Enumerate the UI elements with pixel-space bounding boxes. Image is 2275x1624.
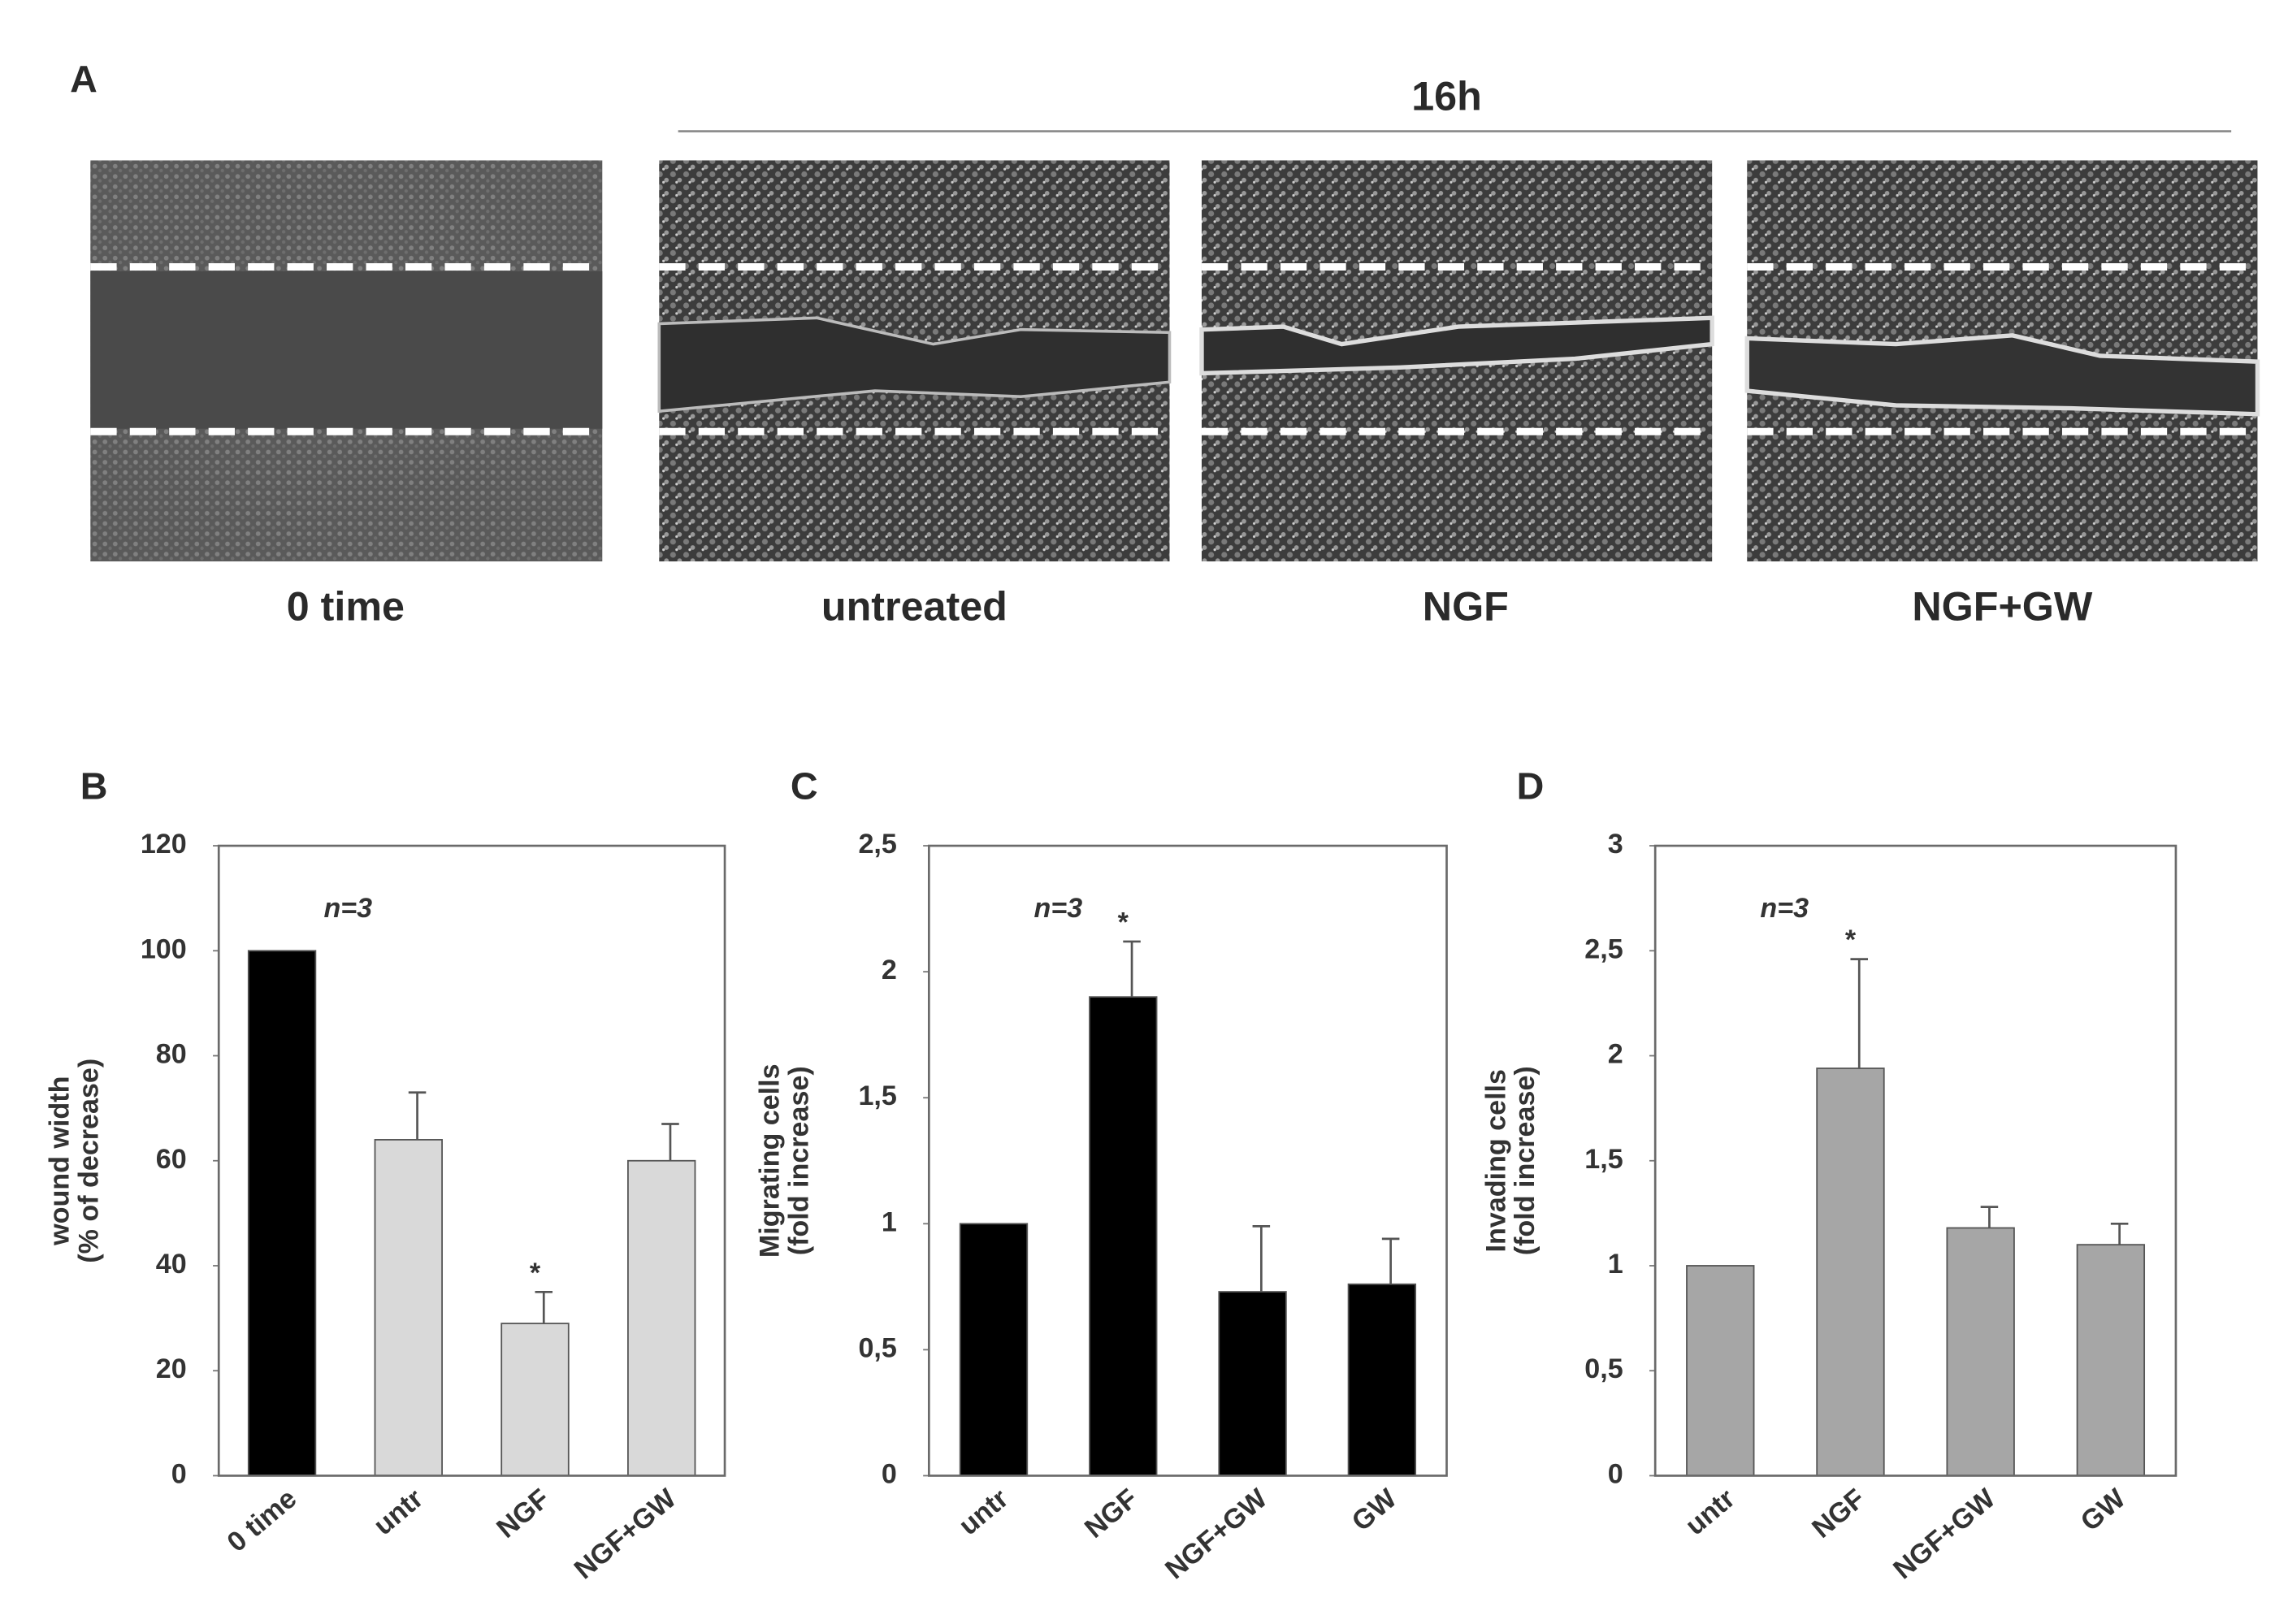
y-tick-label: 20	[156, 1353, 187, 1384]
bar	[1089, 996, 1158, 1477]
y-tick-label: 120	[141, 829, 187, 860]
bar	[1347, 1283, 1417, 1477]
bar	[1946, 1227, 2015, 1477]
x-tick-label: untr	[953, 1483, 1014, 1542]
y-tick-label: 0	[171, 1458, 187, 1489]
y-tick-label: 1	[1608, 1249, 1623, 1280]
y-axis-title: wound width	[44, 1076, 75, 1246]
y-tick-label: 0,5	[1584, 1353, 1623, 1384]
x-tick-label: NGF	[1806, 1483, 1871, 1544]
annotation: n=3	[1034, 893, 1083, 924]
y-tick-label: 2	[882, 955, 897, 985]
x-tick-label: untr	[368, 1483, 429, 1542]
y-axis-title: (fold increase)	[783, 1066, 814, 1255]
x-tick-label: NGF	[491, 1483, 556, 1544]
panel-letter: D	[1517, 764, 1545, 807]
y-tick-label: 60	[156, 1144, 187, 1175]
plot-frame	[927, 844, 1448, 1477]
significance-marker: *	[1845, 925, 1857, 955]
panel-letter: A	[70, 58, 98, 100]
annotation: n=3	[1760, 893, 1809, 924]
x-tick-label: GW	[2075, 1483, 2132, 1537]
panel-letter: B	[80, 764, 108, 807]
bar	[959, 1223, 1029, 1477]
image-label: NGF+GW	[1912, 584, 2092, 630]
plot-frame	[217, 844, 726, 1477]
x-tick-label: NGF+GW	[569, 1483, 682, 1585]
y-tick-label: 1,5	[858, 1081, 896, 1111]
y-tick-label: 40	[156, 1249, 187, 1280]
bar	[247, 950, 317, 1477]
micrograph	[90, 160, 603, 562]
micrograph	[1199, 160, 1714, 562]
bar	[1686, 1265, 1755, 1477]
bar	[374, 1139, 443, 1477]
image-label: NGF	[1423, 584, 1509, 630]
bar	[500, 1323, 570, 1477]
chart: D 0 0,5 1 1,5 2 2,5 3 Invading cells(fold increa…	[1480, 764, 2178, 1585]
x-tick-label: GW	[1346, 1483, 1403, 1537]
time-header: 16h	[1411, 73, 1482, 119]
micrograph	[657, 160, 1172, 562]
y-tick-label: 3	[1608, 829, 1623, 860]
chart: B 0 20 40 60 80 100 120 wound width(% of decreas…	[44, 764, 726, 1585]
y-tick-label: 100	[141, 933, 187, 964]
annotation: n=3	[323, 893, 372, 924]
y-tick-label: 1,5	[1584, 1144, 1623, 1175]
plot-frame	[1653, 844, 2178, 1477]
y-tick-label: 2,5	[1584, 933, 1623, 964]
bar	[1816, 1068, 1885, 1477]
bar	[2076, 1244, 2146, 1477]
y-axis-title: Invading cells	[1480, 1069, 1511, 1252]
micrograph	[1744, 160, 2260, 562]
chart: C 0 0,5 1 1,5 2 2,5 Migrating cells(fold increa…	[755, 764, 1448, 1585]
y-tick-label: 0,5	[858, 1332, 896, 1363]
y-tick-label: 0	[882, 1458, 897, 1489]
x-tick-label: NGF+GW	[1159, 1483, 1273, 1585]
significance-marker: *	[1118, 907, 1129, 938]
y-tick-label: 2	[1608, 1039, 1623, 1070]
y-tick-label: 80	[156, 1039, 187, 1070]
y-tick-label: 2,5	[858, 829, 896, 860]
x-tick-label: NGF+GW	[1887, 1483, 2001, 1585]
x-tick-label: untr	[1679, 1483, 1740, 1542]
y-axis-title: Migrating cells	[755, 1063, 786, 1258]
y-tick-label: 1	[882, 1206, 897, 1237]
panel-letter: C	[791, 764, 818, 807]
image-label: 0 time	[287, 584, 405, 630]
x-tick-label: 0 time	[221, 1483, 302, 1558]
bar	[627, 1159, 696, 1477]
image-label: untreated	[821, 584, 1008, 630]
y-axis-title: (fold increase)	[1510, 1066, 1540, 1255]
x-tick-label: NGF	[1079, 1483, 1144, 1544]
bar	[1218, 1291, 1287, 1477]
y-tick-label: 0	[1608, 1458, 1623, 1489]
significance-marker: *	[530, 1258, 541, 1288]
y-axis-title: (% of decrease)	[73, 1059, 104, 1263]
